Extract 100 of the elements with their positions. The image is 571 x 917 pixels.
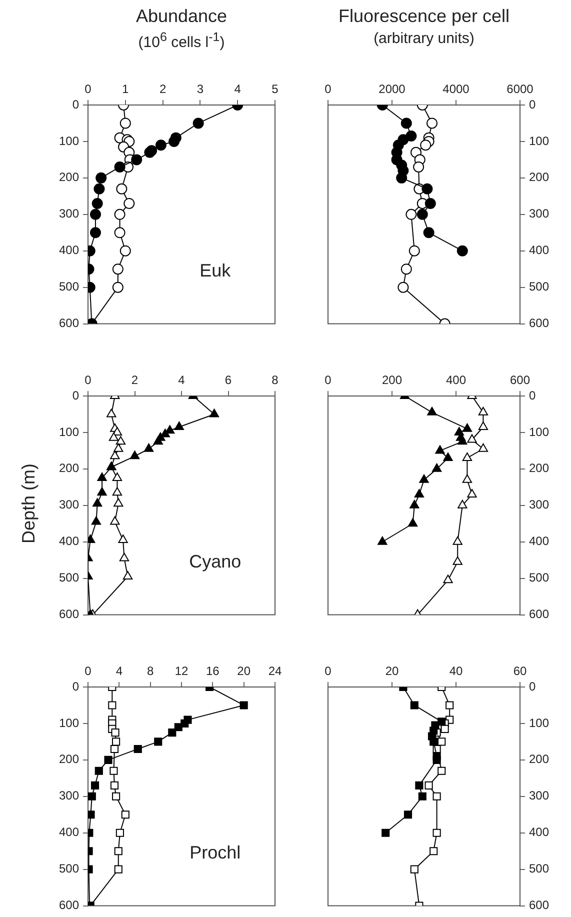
y2-tick-label: 600 — [529, 607, 550, 622]
point — [120, 245, 131, 256]
y-tick-label: 300 — [58, 788, 80, 803]
point — [443, 574, 453, 584]
point — [478, 421, 488, 430]
point — [432, 792, 441, 800]
x-tick-label: 4 — [116, 664, 123, 678]
y-tick-label: 100 — [58, 134, 80, 148]
x-tick-label: 0 — [84, 373, 92, 388]
point — [114, 208, 126, 220]
point — [382, 828, 390, 837]
point — [467, 488, 477, 498]
x-tick-label: 2000 — [378, 82, 406, 96]
x-tick-label: 8 — [272, 373, 279, 388]
point — [400, 264, 412, 275]
point — [112, 426, 122, 436]
y-tick-label: 300 — [58, 206, 80, 221]
point — [430, 847, 438, 856]
point — [462, 423, 472, 432]
point — [110, 516, 120, 525]
point — [96, 172, 107, 184]
y-tick-label: 400 — [58, 825, 80, 840]
point — [458, 500, 468, 508]
point — [88, 810, 95, 819]
point — [155, 140, 166, 151]
point — [467, 434, 477, 443]
chart-title: Abundance — [134, 6, 228, 27]
point — [462, 452, 472, 461]
x-tick-label: 6 — [224, 373, 232, 388]
point — [116, 828, 124, 837]
x-tick-label: 0 — [324, 664, 332, 678]
point — [110, 781, 119, 790]
x-tick-label: 1 — [122, 82, 130, 96]
point — [112, 738, 120, 746]
point — [440, 724, 449, 733]
point — [124, 198, 135, 209]
point — [111, 728, 120, 737]
point — [130, 450, 140, 460]
chart-title: Fluorescence per cell — [337, 6, 511, 27]
point — [438, 718, 446, 726]
point — [408, 518, 418, 527]
point — [435, 445, 445, 454]
point — [456, 245, 468, 256]
y2-tick-label: 600 — [529, 316, 550, 330]
point — [114, 498, 124, 507]
point — [396, 172, 408, 184]
x-tick-label: 0 — [324, 82, 332, 96]
point — [118, 534, 128, 544]
point — [154, 738, 162, 746]
point — [120, 118, 131, 129]
y2-tick-label: 0 — [529, 97, 536, 112]
point — [446, 701, 454, 710]
point — [438, 738, 446, 746]
y2-tick-label: 100 — [529, 716, 550, 730]
point — [419, 474, 429, 483]
point — [443, 452, 453, 461]
y2-tick-label: 300 — [529, 206, 550, 221]
point — [413, 161, 424, 172]
y2-tick-label: 200 — [529, 461, 550, 476]
y2-tick-label: 100 — [529, 134, 550, 148]
point — [114, 865, 122, 874]
x-tick-label: 8 — [146, 664, 154, 678]
point — [134, 744, 142, 754]
point — [209, 408, 220, 418]
chart-subtitle: (arbitrary units) — [372, 30, 476, 47]
point — [415, 781, 424, 790]
annotation: Prochl — [190, 842, 241, 862]
point — [112, 792, 120, 800]
point — [416, 208, 428, 220]
point — [478, 443, 488, 452]
y-tick-label: 500 — [58, 280, 80, 294]
point — [144, 443, 154, 452]
point — [424, 198, 436, 209]
y-tick-label: 100 — [58, 424, 80, 439]
x-tick-label: 12 — [174, 664, 188, 678]
y-tick-label: 600 — [58, 316, 80, 330]
chart-subtitle: (10$^{6}$ cells l$^{-1}$) — [137, 30, 226, 51]
point — [192, 118, 204, 129]
annotation: Cyano — [189, 551, 242, 572]
y-tick-label: 300 — [58, 498, 80, 512]
y2-tick-label: 200 — [529, 170, 550, 184]
x-tick-label: 24 — [268, 664, 282, 678]
point — [406, 130, 417, 142]
y-tick-label: 500 — [58, 570, 80, 585]
y2-tick-label: 500 — [529, 570, 550, 585]
point — [168, 728, 176, 737]
point — [430, 738, 438, 746]
point — [406, 208, 417, 220]
point — [240, 701, 248, 710]
x-tick-label: 4 — [178, 373, 186, 388]
point — [452, 556, 462, 565]
point — [114, 161, 126, 172]
y-tick-label: 100 — [58, 716, 80, 730]
y2-tick-label: 500 — [529, 862, 550, 876]
point — [110, 450, 120, 460]
point — [400, 118, 412, 129]
point — [97, 487, 107, 496]
x-tick-label: 0 — [324, 373, 332, 388]
point — [114, 847, 122, 856]
point — [94, 766, 103, 775]
